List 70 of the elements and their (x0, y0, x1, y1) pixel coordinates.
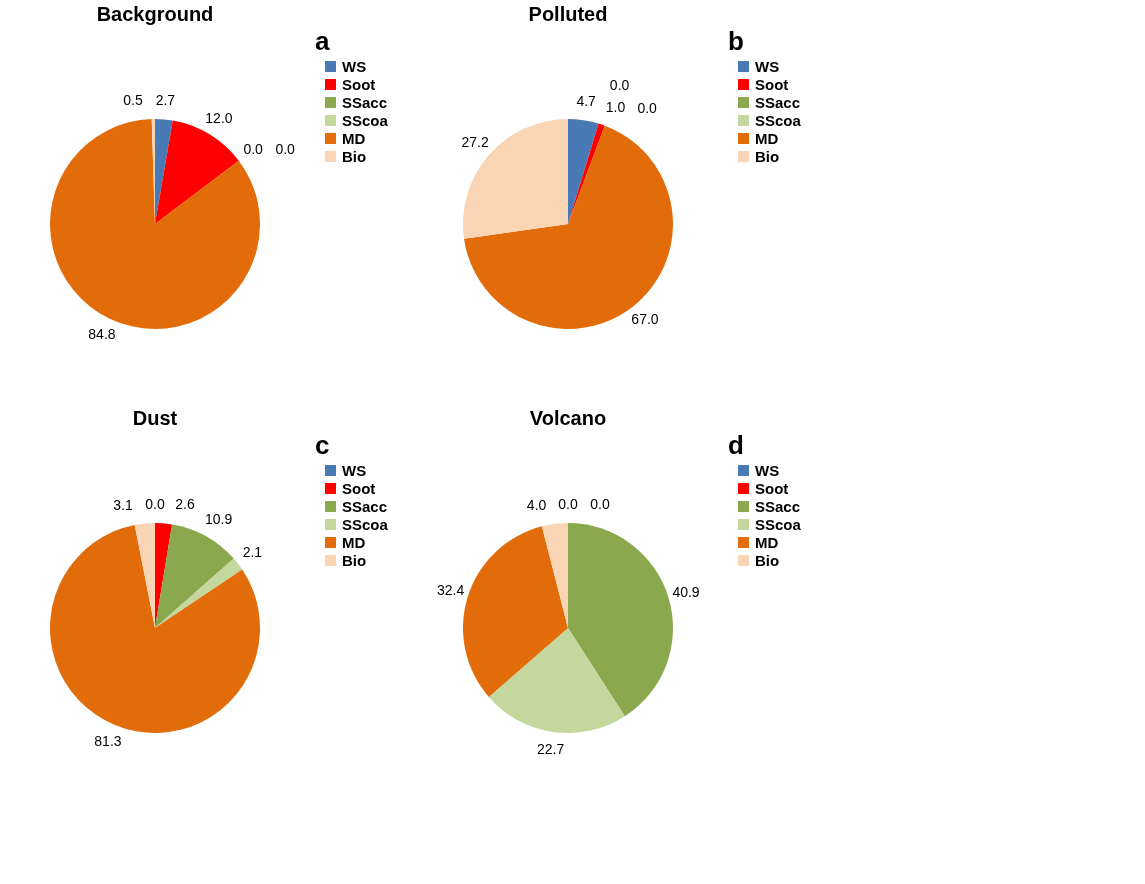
text: d (728, 430, 744, 460)
legend-label: Bio (342, 551, 367, 569)
data-label: 1.0 (605, 98, 626, 115)
pie-slice (155, 558, 243, 628)
data-label: 22.7 (537, 740, 565, 757)
pie-slice (463, 526, 568, 697)
pie-slice (568, 523, 673, 717)
data-label: 2.6 (175, 496, 195, 513)
text: b (728, 26, 744, 56)
pie-slice (50, 524, 260, 733)
data-label: 12.0 (205, 109, 233, 126)
data-label: 2.7 (155, 92, 176, 109)
data-label: 10.9 (204, 511, 233, 528)
legend-label: MD (755, 129, 779, 147)
legend-label: MD (342, 129, 366, 147)
data-label: 40.9 (672, 584, 700, 601)
text: 0.0 (275, 140, 295, 157)
text: 0.0 (243, 140, 263, 157)
text: 0.0 (145, 496, 165, 512)
legend-label: SSacc (342, 497, 388, 515)
pie-slice (488, 628, 625, 733)
pie-slice (568, 119, 599, 224)
data-label: 0.5 (123, 92, 144, 109)
text: 0.0 (558, 496, 578, 512)
chart-title: Volcano (529, 407, 607, 429)
chart-title: Dust (132, 407, 178, 429)
legend-label: Bio (755, 147, 780, 165)
legend-label: SSacc (342, 93, 388, 111)
legend-label: WS (755, 57, 780, 75)
legend-label: Bio (755, 551, 780, 569)
pie-slice (568, 123, 605, 224)
chart-title: Background (96, 3, 214, 25)
data-label: 4.7 (576, 93, 597, 110)
pie-slice (155, 524, 234, 628)
legend-label: WS (342, 57, 367, 75)
pie-slice (155, 119, 173, 224)
legend-label: SScoa (342, 111, 389, 129)
text: 0.0 (590, 496, 610, 512)
text: a (315, 26, 330, 56)
legend-label: MD (755, 533, 779, 551)
data-label: 27.2 (461, 134, 489, 151)
text: c (315, 430, 330, 460)
legend-label: Bio (342, 147, 367, 165)
legend-label: Soot (342, 479, 376, 497)
pie-slice (463, 119, 568, 239)
data-label: 32.4 (436, 582, 465, 599)
pie-slice (134, 523, 155, 628)
legend-label: WS (755, 461, 780, 479)
chart-title: Polluted (528, 3, 608, 25)
legend-label: SSacc (755, 93, 801, 111)
legend-label: SScoa (342, 515, 389, 533)
pie-slice (541, 523, 568, 628)
legend-label: SScoa (755, 111, 802, 129)
data-label: 4.0 (526, 496, 547, 513)
data-label: 81.3 (94, 732, 122, 749)
legend-label: MD (342, 533, 366, 551)
legend-label: SSacc (755, 497, 801, 515)
legend-label: Soot (755, 479, 789, 497)
legend-label: SScoa (755, 515, 802, 533)
text: 0.0 (609, 77, 630, 94)
data-label: 67.0 (631, 310, 659, 327)
pie-slice (464, 125, 673, 329)
data-label: 84.8 (88, 325, 116, 342)
legend-label: Soot (342, 75, 376, 93)
data-label: 2.1 (242, 543, 263, 560)
pie-slice (155, 523, 173, 628)
text: 0.0 (637, 99, 657, 116)
legend-label: Soot (755, 75, 789, 93)
data-label: 3.1 (113, 496, 133, 513)
legend-label: WS (342, 461, 367, 479)
